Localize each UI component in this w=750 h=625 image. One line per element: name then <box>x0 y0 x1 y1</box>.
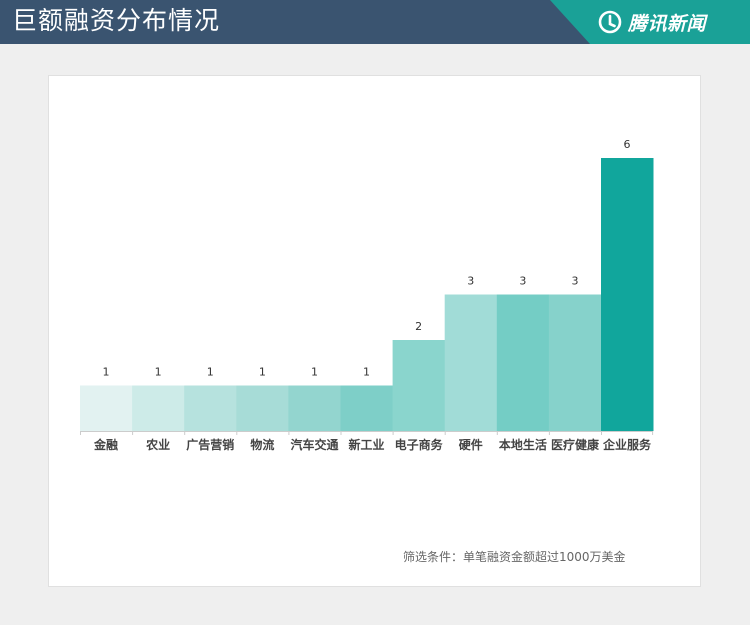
x-tick-label: 硬件 <box>459 437 483 452</box>
x-tick-label: 金融 <box>93 437 118 452</box>
data-label: 3 <box>519 275 526 288</box>
bar <box>80 385 133 431</box>
data-label: 2 <box>415 320 422 333</box>
x-tick-label: 企业服务 <box>602 437 652 452</box>
data-label: 1 <box>259 366 266 379</box>
data-label: 1 <box>103 366 110 379</box>
bar <box>444 294 498 431</box>
bar <box>392 340 446 431</box>
header-bar: 巨额融资分布情况 腾讯新闻 <box>0 0 750 44</box>
data-label: 1 <box>311 366 318 379</box>
bar <box>184 385 237 431</box>
bar <box>601 158 654 431</box>
brand-logo: 腾讯新闻 <box>598 8 706 36</box>
page-title: 巨额融资分布情况 <box>12 6 221 35</box>
data-label: 3 <box>571 275 578 288</box>
data-label: 3 <box>467 275 474 288</box>
chart-card: 1 金融 1 农业 1 广告营销 1 物流 1 汽车交通 1 新工业 2 电子商务 3 硬件 3 本地生活 3 医疗健… <box>48 75 701 587</box>
bar <box>548 294 602 431</box>
x-tick-label: 医疗健康 <box>551 437 600 452</box>
bar <box>132 385 185 431</box>
x-tick-label: 新工业 <box>349 437 385 452</box>
brand-name: 腾讯新闻 <box>628 12 707 35</box>
data-label: 1 <box>155 366 162 379</box>
bar <box>236 385 289 431</box>
data-label: 1 <box>207 366 214 379</box>
bar <box>496 294 550 431</box>
x-tick-label: 电子商务 <box>395 437 444 452</box>
bar <box>340 385 393 431</box>
x-tick-label: 物流 <box>250 437 274 452</box>
bar-chart: 1 金融 1 农业 1 广告营销 1 物流 1 汽车交通 1 新工业 2 电子商务 3 硬件 3 本地生活 3 医疗健… <box>80 138 654 452</box>
brand-tab <box>540 0 750 44</box>
x-tick-label: 汽车交通 <box>290 437 338 452</box>
filter-footnote: 筛选条件：单笔融资金额超过1000万美金 <box>403 550 626 564</box>
x-tick-label: 广告营销 <box>186 437 234 452</box>
data-label: 6 <box>624 138 631 151</box>
x-tick-label: 农业 <box>145 437 170 452</box>
x-tick-label: 本地生活 <box>499 437 547 452</box>
tencent-news-logo-icon <box>598 10 622 34</box>
data-label: 1 <box>363 366 370 379</box>
bar <box>288 385 341 431</box>
